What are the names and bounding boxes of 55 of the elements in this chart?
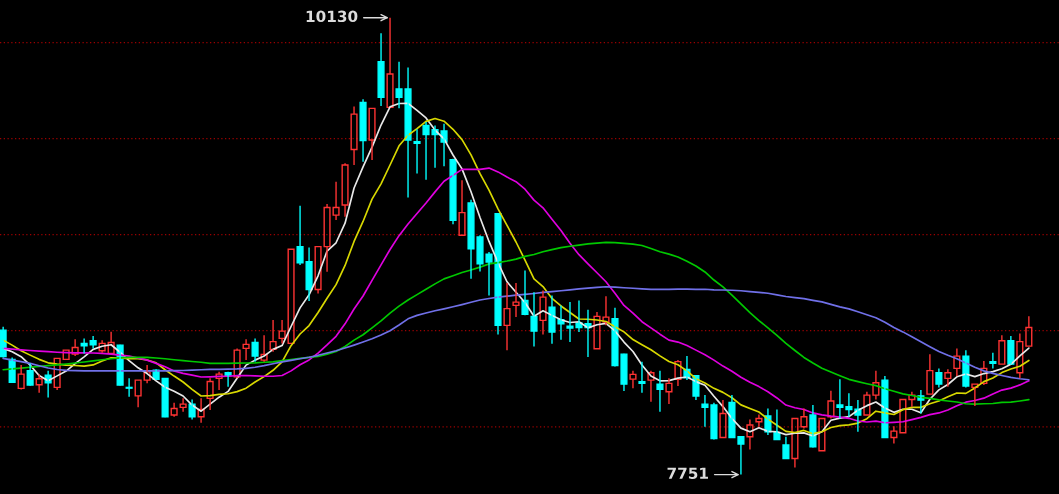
candlestick (17, 364, 25, 390)
candlestick (890, 425, 898, 445)
candlestick (260, 334, 268, 363)
candlestick (206, 377, 214, 411)
candlestick (800, 407, 808, 430)
candlestick (863, 391, 871, 416)
candlestick (458, 179, 466, 236)
candlestick (818, 417, 826, 452)
candlestick (629, 369, 637, 390)
candlestick (134, 379, 142, 409)
candlestick (953, 347, 961, 377)
candlestick (386, 16, 394, 109)
candlestick (1016, 332, 1024, 380)
candlestick (665, 377, 673, 405)
candlestick (503, 282, 511, 352)
candlestick (719, 399, 727, 439)
candlestick (107, 330, 115, 355)
candlestick (341, 162, 349, 218)
candlestick (827, 389, 835, 420)
candlestick (674, 359, 682, 387)
candlestick (755, 413, 763, 428)
candlestick (242, 338, 250, 361)
annotation: 7751 (667, 467, 708, 480)
candlestick (647, 369, 655, 403)
candlestick (53, 357, 61, 391)
candlestick (98, 339, 106, 354)
candlestick (899, 398, 907, 434)
candlestick (971, 383, 979, 407)
candlestick (413, 128, 421, 175)
candlestick (197, 397, 205, 424)
candlestick (746, 418, 754, 451)
candlestick (215, 371, 223, 391)
candlestick (908, 391, 916, 408)
candlestick (998, 334, 1006, 365)
candlestick (179, 397, 187, 413)
candlestick (233, 347, 241, 380)
candlestick (35, 373, 43, 394)
candlestick (926, 353, 934, 395)
candlestick (512, 282, 520, 318)
candlestick (1025, 315, 1033, 347)
candlestick (161, 377, 169, 418)
candlestick (980, 360, 988, 386)
candlestick (350, 105, 358, 166)
candlestick (944, 368, 952, 388)
candlestick (170, 402, 178, 418)
candlestick (62, 349, 70, 361)
candlestick (269, 319, 277, 353)
candlestick (71, 338, 79, 357)
candlestick (638, 360, 646, 394)
candlestick (791, 417, 799, 469)
annotation: 10130 (306, 10, 358, 23)
candlestick (872, 369, 880, 401)
candlestick (539, 289, 547, 336)
candlestick (143, 364, 151, 385)
candlestick (368, 107, 376, 161)
